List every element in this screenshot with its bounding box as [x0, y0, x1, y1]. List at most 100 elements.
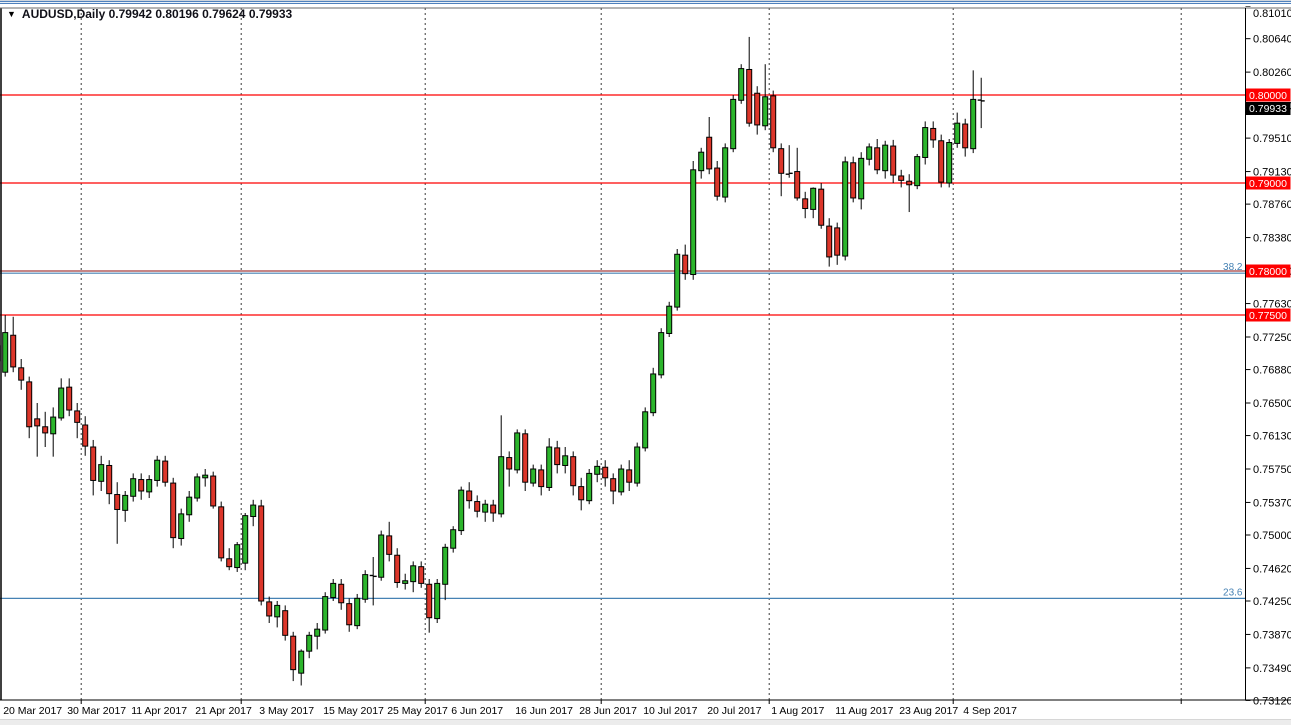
price-axis-tick-label: 0.74620 — [1253, 563, 1291, 575]
candle-body — [274, 604, 281, 618]
ohlc-toggle-icon[interactable]: ▼ — [7, 9, 16, 19]
candle-body — [106, 464, 113, 495]
time-axis-label: 10 Jul 2017 — [643, 705, 697, 717]
level-price-tag-text: 0.77500 — [1249, 310, 1287, 322]
time-axis-label: 11 Aug 2017 — [835, 705, 893, 717]
candle-body — [754, 92, 761, 126]
candle-body — [266, 601, 273, 617]
symbol-period-label: AUDUSD,Daily — [21, 7, 106, 21]
price-axis-tick-label: 0.76130 — [1253, 431, 1291, 443]
candle-body — [842, 161, 849, 257]
candle-body — [122, 494, 129, 511]
price-axis-tick-label: 0.77250 — [1253, 332, 1291, 344]
candle-body — [202, 474, 209, 479]
candle-body — [906, 180, 913, 186]
candle-body — [26, 381, 33, 428]
candle-body — [850, 162, 857, 199]
price-axis-tick-label: 0.78380 — [1253, 233, 1291, 245]
candle-body — [698, 151, 705, 172]
candle-body — [178, 513, 185, 540]
candle-body — [138, 479, 145, 492]
candle-body — [674, 253, 681, 308]
price-axis-tick-label: 0.73870 — [1253, 629, 1291, 641]
candle-body — [66, 386, 73, 411]
chart-title: ▼ AUDUSD,Daily 0.79942 0.80196 0.79624 0.… — [7, 7, 292, 21]
candle-body — [882, 144, 889, 172]
level-price-tag-0.78000[interactable] — [1246, 264, 1291, 278]
candle-body — [34, 418, 41, 427]
candle-body — [538, 469, 545, 488]
candle-body — [450, 529, 457, 549]
level-price-tag-0.79000[interactable] — [1246, 176, 1291, 190]
candle-body — [498, 456, 505, 515]
candle-body — [826, 225, 833, 258]
candle-body — [290, 635, 297, 671]
candle-body — [962, 123, 969, 149]
candle-body — [282, 610, 289, 636]
price-axis-tick-label: 0.76880 — [1253, 365, 1291, 377]
level-price-tag-text: 0.80000 — [1249, 90, 1287, 102]
candle-body — [946, 142, 953, 184]
price-axis-tick-label: 0.78760 — [1253, 199, 1291, 211]
price-axis-tick-label: 0.75000 — [1253, 530, 1291, 542]
candle-body — [714, 167, 721, 197]
level-price-tag-0.80000[interactable] — [1246, 88, 1291, 102]
candle-body — [154, 459, 161, 481]
chart-plot-area[interactable]: 38.223.60.810100.806400.802600.798800.79… — [0, 6, 1291, 725]
level-price-tag-0.77500[interactable] — [1246, 308, 1291, 322]
time-axis-label: 20 Jul 2017 — [707, 705, 761, 717]
candle-body — [410, 565, 417, 583]
candle-body — [74, 410, 81, 423]
time-axis-label: 20 Mar 2017 — [3, 705, 62, 717]
window-top-edge — [0, 0, 1291, 6]
level-price-tag-text: 0.78000 — [1249, 266, 1287, 278]
price-axis-tick-label: 0.73120 — [1253, 695, 1291, 707]
time-axis-label: 11 Apr 2017 — [131, 705, 187, 717]
candle-body — [258, 505, 265, 602]
candle-body — [890, 145, 897, 176]
price-axis-tick-label: 0.80260 — [1253, 67, 1291, 79]
candle-body — [90, 446, 97, 481]
candle-body — [642, 411, 649, 449]
candle-body — [938, 140, 945, 183]
candle-body — [250, 504, 257, 518]
candle-body — [42, 426, 49, 434]
candle-body — [730, 98, 737, 150]
candle-body — [650, 373, 657, 414]
candle-body — [386, 535, 393, 555]
candle-body — [354, 597, 361, 627]
candle-body — [346, 603, 353, 626]
candle-body — [666, 305, 673, 334]
candle-body — [682, 254, 689, 275]
window-bottom-edge — [0, 719, 1291, 725]
candle-body — [194, 476, 201, 499]
candle-body — [2, 332, 9, 373]
candle-body — [858, 157, 865, 200]
time-axis-label: 3 May 2017 — [259, 705, 314, 717]
candle-body — [762, 96, 769, 127]
price-axis-tick-label: 0.80640 — [1253, 34, 1291, 46]
candle-body — [810, 187, 817, 210]
price-axis-tick-label: 0.75370 — [1253, 497, 1291, 509]
level-price-tag-text: 0.79000 — [1249, 178, 1287, 190]
candle-body — [226, 558, 233, 568]
price-axis-tick-label: 0.75750 — [1253, 464, 1291, 476]
time-axis-label: 21 Apr 2017 — [195, 705, 252, 717]
high-value: 0.80196 — [155, 7, 199, 21]
price-axis-tick-label: 0.81010 — [1253, 8, 1291, 20]
candle-body — [554, 447, 561, 466]
candle-body — [378, 534, 385, 578]
time-axis-label: 6 Jun 2017 — [451, 705, 503, 717]
candle-body — [338, 583, 345, 604]
candle-body — [58, 387, 65, 419]
candle-body — [722, 147, 729, 198]
fib-level-label-23.6: 23.6 — [1223, 587, 1243, 598]
time-axis-label: 28 Jun 2017 — [579, 705, 637, 717]
candle-body — [970, 98, 977, 150]
candle-body — [546, 446, 553, 488]
chart-background — [0, 6, 1291, 725]
candle-body — [594, 465, 601, 475]
candle-body — [130, 478, 137, 497]
time-axis-label: 15 May 2017 — [323, 705, 384, 717]
